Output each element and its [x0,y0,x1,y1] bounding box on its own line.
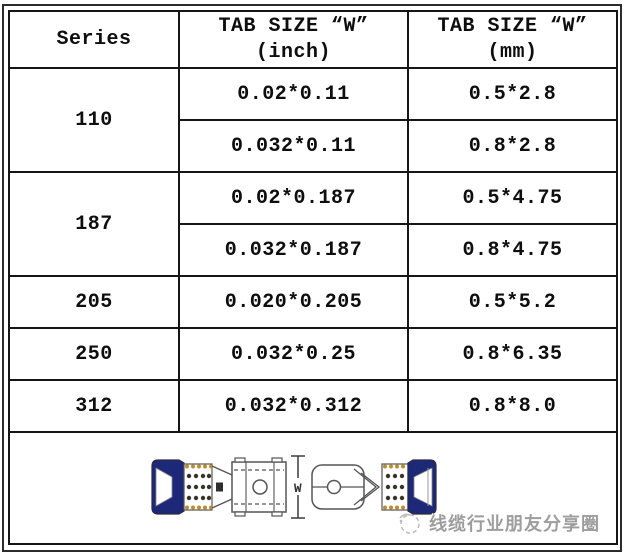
female-terminal-drawing [151,457,287,517]
mm-value-cell: 0.5*2.8 [407,67,618,121]
header-inch-line2: (inch) [255,40,331,64]
header-mm-line2: (mm) [487,40,538,64]
mm-value-cell: 0.5*5.2 [407,275,618,329]
mm-value-cell: 0.8*2.8 [407,119,618,173]
mm-value-cell: 0.5*4.75 [407,171,618,225]
male-transition-chevrons [353,468,381,506]
inch-value-cell: 0.032*0.25 [178,327,409,381]
watermark-text: 线缆行业朋友分享圈 [429,514,600,534]
male-terminal-drawing [311,459,437,515]
table-row: 0.032*0.187 0.8*4.75 [9,223,618,277]
mm-value-cell: 0.8*4.75 [407,223,618,277]
female-body-flanges [234,457,283,517]
female-body-dividers [245,462,275,512]
male-tab-hole [326,479,342,495]
table-row: 250 0.032*0.25 0.8*6.35 [8,327,618,381]
inch-value-cell: 0.032*0.187 [178,223,409,277]
terminal-diagram-cell: W [8,431,618,545]
female-crimp-gold-dots [185,464,213,510]
tab-size-table: Series TAB SIZE “W” (inch) TAB SIZE “W” … [8,10,618,545]
series-cell-250: 250 [8,327,180,381]
watermark-logo-icon [399,513,420,534]
female-crimp-dots [186,473,212,501]
female-sleeve-funnel [155,467,173,507]
header-inch-line1: TAB SIZE “W” [218,14,369,38]
terminal-diagram: W [151,455,437,519]
watermark: 线缆行业朋友分享圈 [396,510,600,536]
series-cell-205: 205 [8,275,180,329]
series-cell-187: 187 [8,171,180,277]
dimension-label: W [294,481,302,496]
table-header-row: Series TAB SIZE “W” (inch) TAB SIZE “W” … [8,10,618,69]
female-body-hole [252,479,268,495]
header-series-label: Series [56,28,132,51]
width-dimension-marker: W [291,455,305,519]
header-tab-size-inch: TAB SIZE “W” (inch) [178,10,409,69]
header-series: Series [8,10,180,69]
inch-value-cell: 0.02*0.11 [178,67,409,121]
series-cell-110: 110 [8,67,180,173]
female-transition-detent [216,482,223,492]
table-row: 110 0.02*0.11 0.5*2.8 [8,67,618,173]
mm-value-cell: 0.8*6.35 [407,327,618,381]
header-tab-size-mm: TAB SIZE “W” (mm) [407,10,618,69]
female-transition-lines [211,465,233,509]
male-crimp-dots [385,473,405,501]
series-cell-312: 312 [8,379,180,433]
table-row: 312 0.032*0.312 0.8*8.0 [8,379,618,433]
inch-value-cell: 0.02*0.187 [178,171,409,225]
dimension-label-background [291,478,305,495]
table-row: 205 0.020*0.205 0.5*5.2 [8,275,618,329]
male-crimp-gold-dots [383,464,405,510]
header-mm-line1: TAB SIZE “W” [437,14,588,38]
diagram-row: W [8,431,618,545]
table-row: 187 0.02*0.187 0.5*4.75 [8,171,618,277]
inch-value-cell: 0.032*0.312 [178,379,409,433]
inch-value-cell: 0.020*0.205 [178,275,409,329]
page-frame [2,4,622,552]
inch-value-cell: 0.032*0.11 [178,119,409,173]
table-row: 0.032*0.11 0.8*2.8 [9,119,618,173]
mm-value-cell: 0.8*8.0 [407,379,618,433]
female-body-seams [234,469,284,505]
